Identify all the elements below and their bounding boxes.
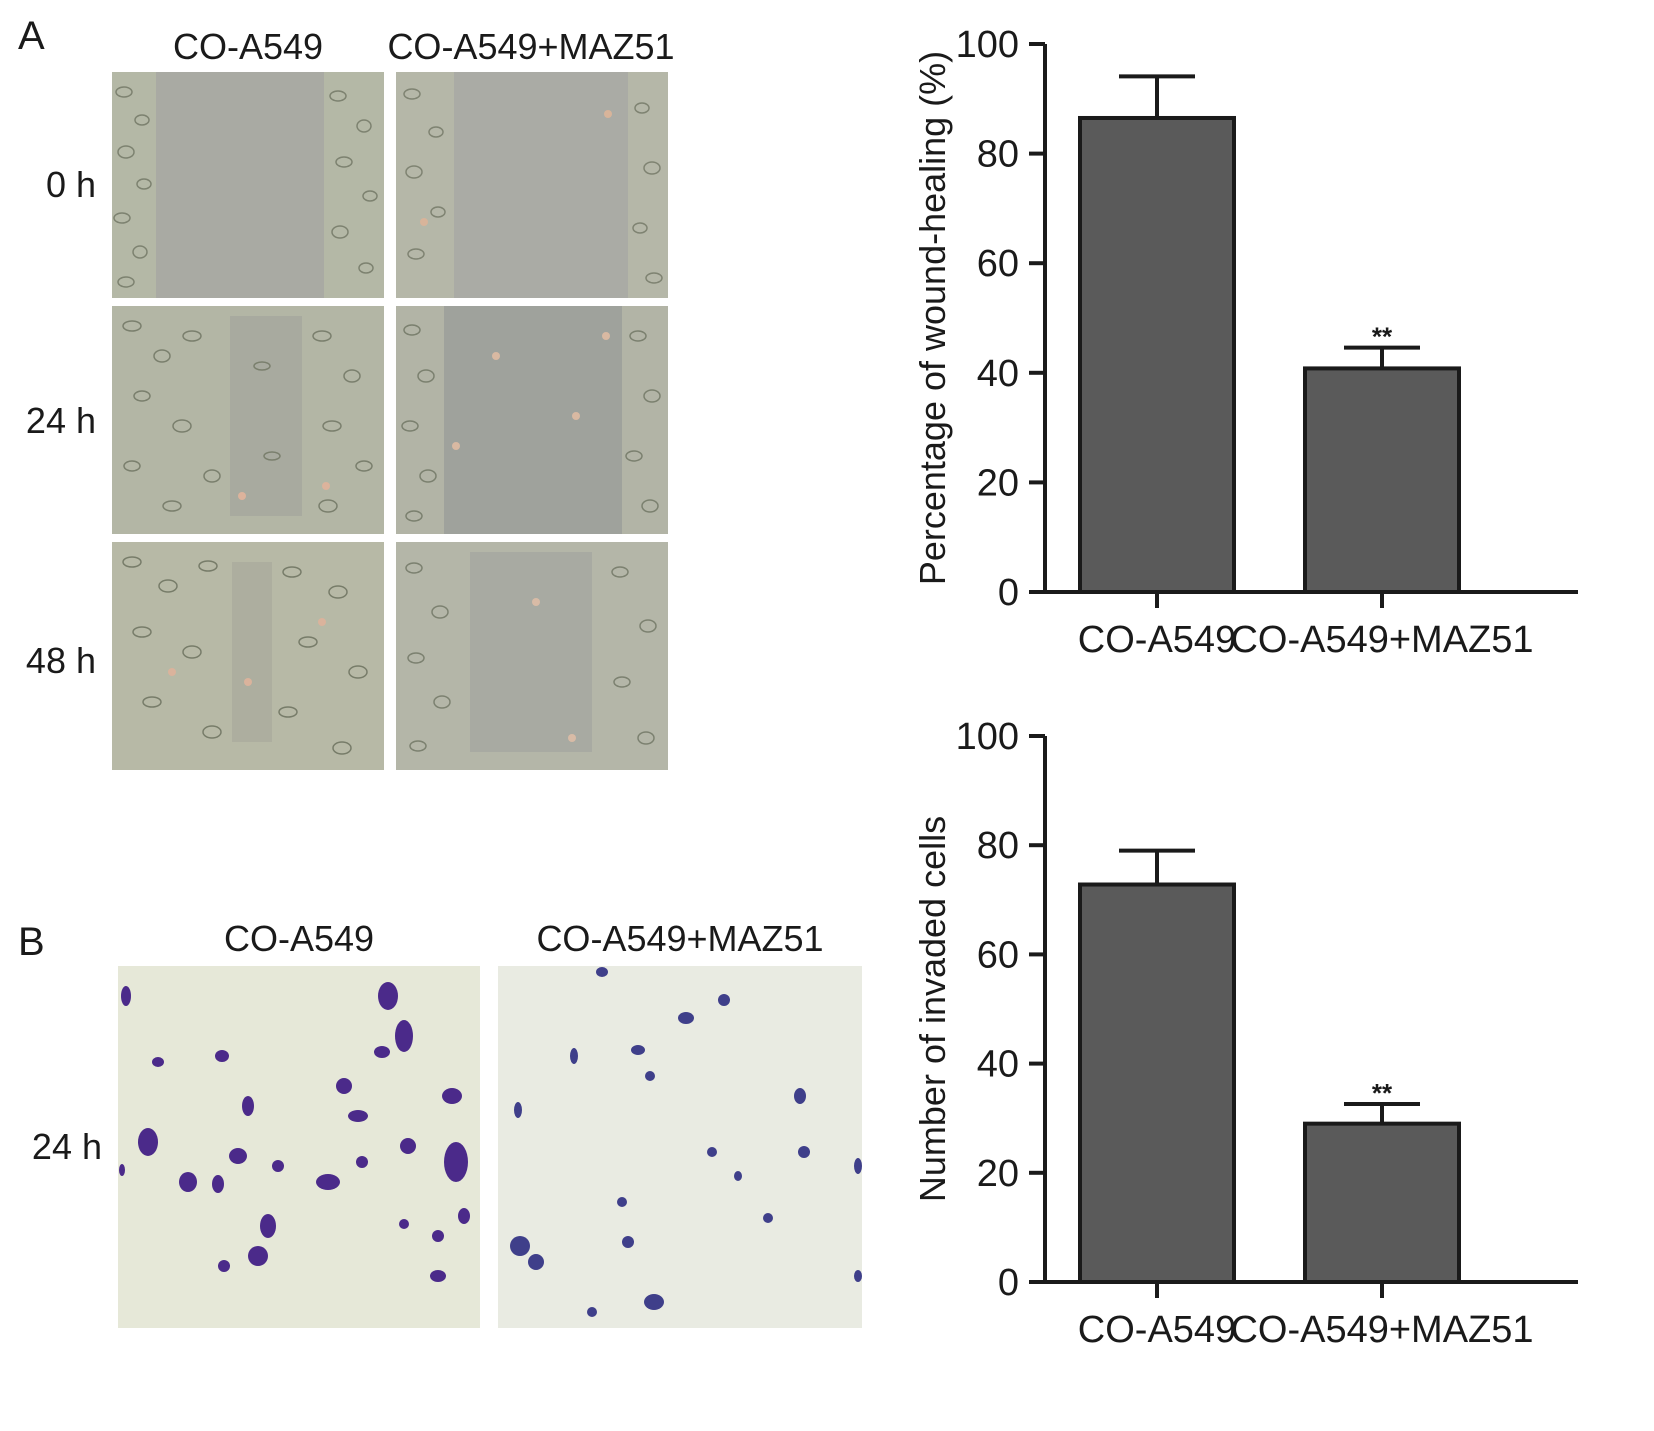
panel-b-column-label-control: CO-A549 (223, 918, 375, 959)
panel-b-column-label-maz51: CO-A549+MAZ51 (536, 918, 824, 959)
panel-a-row-label-48h: 48 h (25, 640, 96, 681)
wound-healing-category-label: CO-A549 (1078, 619, 1236, 661)
invasion-image-maz51-24h (498, 966, 862, 1328)
wound-healing-y-tick-label: 100 (956, 24, 1019, 66)
invasion-bar (1078, 882, 1236, 1285)
wound-healing-y-axis-label: Percentage of wound-healing (%) (912, 51, 953, 585)
wound-healing-significance-label: ** (1372, 322, 1393, 352)
wound-image-control-0h (112, 72, 384, 298)
invasion-y-tick-label: 100 (956, 716, 1019, 758)
panel-b-letter: B (18, 920, 45, 964)
wound-healing-y-tick-label: 80 (977, 134, 1019, 176)
invasion-image-control-24h (118, 966, 480, 1328)
wound-healing-category-label: CO-A549+MAZ51 (1230, 619, 1533, 661)
invasion-y-tick-label: 40 (977, 1044, 1019, 1086)
panel-a-letter: A (18, 14, 45, 58)
wound-healing-y-tick-label: 60 (977, 243, 1019, 285)
invasion-y-axis-label: Number of invaded cells (912, 816, 953, 1202)
wound-healing-bar (1303, 366, 1461, 594)
wound-image-maz51-24h (396, 306, 668, 534)
invasion-category-label: CO-A549 (1078, 1309, 1236, 1351)
wound-image-maz51-0h (396, 72, 668, 298)
invasion-y-tick-label: 60 (977, 934, 1019, 976)
panel-b-row-label-24h: 24 h (31, 1126, 102, 1167)
invasion-category-label: CO-A549+MAZ51 (1230, 1309, 1533, 1351)
invasion-y-tick-label: 0 (998, 1262, 1019, 1304)
wound-healing-y-tick-label: 40 (977, 353, 1019, 395)
wound-image-control-24h (112, 306, 384, 534)
panel-a-row-label-24h: 24 h (25, 400, 96, 441)
wound-healing-y-tick-label: 0 (998, 572, 1019, 614)
panel-a-column-label-control: CO-A549 (172, 26, 324, 67)
panel-a-column-label-maz51: CO-A549+MAZ51 (387, 26, 675, 67)
invasion-significance-label: ** (1372, 1078, 1393, 1108)
wound-image-control-48h (112, 542, 384, 770)
panel-a-row-label-0h: 0 h (45, 164, 96, 205)
wound-image-maz51-48h (396, 542, 668, 770)
invasion-y-tick-label: 20 (977, 1153, 1019, 1195)
wound-healing-bar (1078, 115, 1236, 594)
invasion-bar (1303, 1121, 1461, 1285)
wound-healing-y-tick-label: 20 (977, 462, 1019, 504)
invasion-y-tick-label: 80 (977, 825, 1019, 867)
